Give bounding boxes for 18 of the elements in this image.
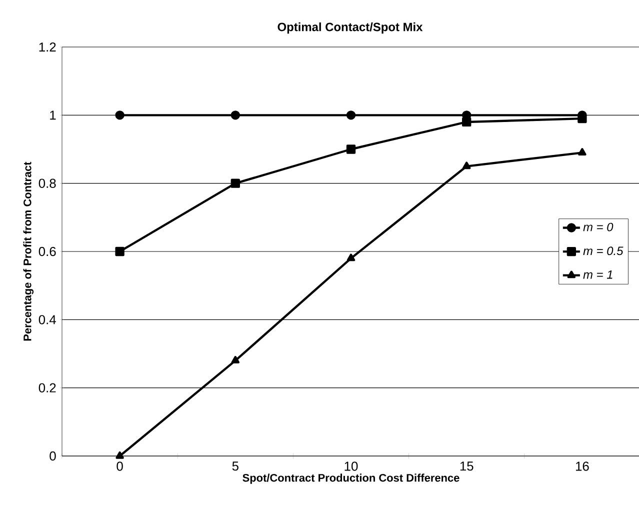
- chart-title: Optimal Contact/Spot Mix: [278, 22, 423, 34]
- y-tick-label: 0: [50, 451, 56, 461]
- y-tick-label: 1: [50, 110, 56, 120]
- legend-label: m = 0: [583, 222, 614, 232]
- x-tick-label: 16: [576, 462, 589, 471]
- legend-label: m = 0.5: [583, 246, 624, 256]
- x-tick-label: 15: [460, 462, 474, 471]
- x-axis-title: Spot/Contract Production Cost Difference: [242, 474, 460, 484]
- x-tick-label: 5: [232, 462, 238, 471]
- y-tick-label: 0.6: [38, 246, 56, 256]
- y-tick-label: 0.8: [38, 178, 56, 188]
- legend-label: m = 1: [583, 270, 612, 279]
- y-tick-label: 1.2: [39, 42, 56, 52]
- x-tick-label: 0: [116, 462, 123, 471]
- x-tick-label: 10: [344, 462, 358, 471]
- y-axis-title: Percentage of Profit from Contract: [23, 162, 34, 341]
- y-tick-label: 0.2: [38, 383, 56, 392]
- y-tick-label: 0.4: [38, 315, 56, 324]
